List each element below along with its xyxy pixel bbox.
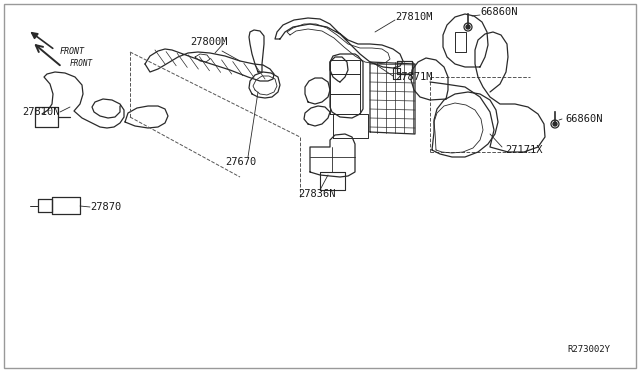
Text: 27870: 27870: [90, 202, 121, 212]
Text: FRONT: FRONT: [70, 58, 93, 67]
Text: 27171X: 27171X: [505, 145, 543, 155]
Circle shape: [553, 122, 557, 126]
Text: 27871M: 27871M: [395, 72, 433, 82]
Text: R273002Y: R273002Y: [567, 345, 610, 354]
Text: 66860N: 66860N: [480, 7, 518, 17]
Text: 27800M: 27800M: [190, 37, 227, 47]
Circle shape: [466, 25, 470, 29]
Text: 27836N: 27836N: [298, 189, 335, 199]
Text: 27810N: 27810N: [22, 107, 60, 117]
Text: 27810M: 27810M: [395, 12, 433, 22]
Text: 27670: 27670: [225, 157, 256, 167]
Text: FRONT: FRONT: [60, 46, 85, 55]
Text: 66860N: 66860N: [565, 114, 602, 124]
